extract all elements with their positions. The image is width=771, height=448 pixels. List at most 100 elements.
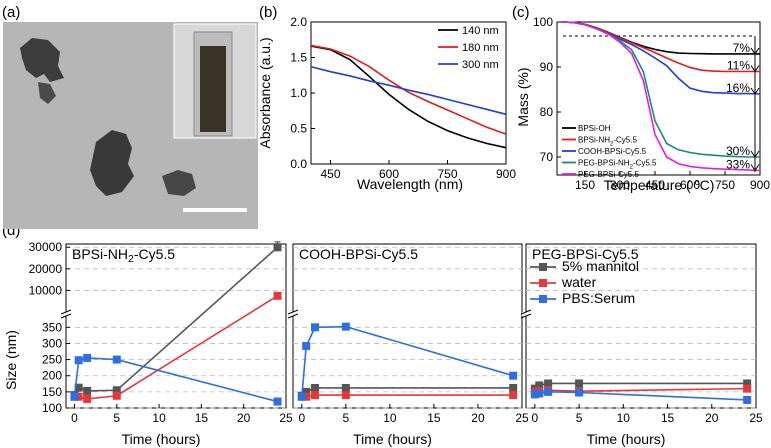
data-point <box>273 291 282 300</box>
x-tick-label: 25 <box>515 411 529 425</box>
subplot-title: BPSi-NH2-Cy5.5 <box>72 246 175 265</box>
legend-marker <box>539 263 547 271</box>
particle-cluster <box>20 38 64 82</box>
axis-break-mark <box>520 309 532 315</box>
x-tick-label: 750 <box>715 178 735 192</box>
y-axis-label: Mass (%) <box>515 67 531 126</box>
data-point <box>70 392 79 401</box>
data-point <box>575 388 584 397</box>
data-point <box>311 391 320 400</box>
data-point <box>509 371 518 380</box>
legend-label: PEG-BPSi-Cy5.5 <box>578 170 639 179</box>
series-line-180-nm <box>310 44 507 135</box>
series-line <box>534 382 748 390</box>
series-line-140-nm <box>310 45 507 149</box>
legend-label: 180 nm <box>462 42 499 54</box>
data-point <box>311 323 320 332</box>
y-tick-label: 150 <box>42 385 62 399</box>
data-point <box>273 397 282 406</box>
y-tick-label: 1.0 <box>290 86 307 100</box>
x-tick-label: 10 <box>152 411 166 425</box>
data-point <box>544 379 553 388</box>
legend-label-part: PEG-BPSi-NH <box>578 159 630 168</box>
data-point <box>302 342 311 351</box>
x-axis-label: Temperature ( oC) <box>604 177 715 193</box>
legend-marker <box>539 279 547 287</box>
legend-label-sub: 2 <box>610 142 614 148</box>
tem-micrograph <box>3 22 258 229</box>
particle-cluster <box>162 170 196 196</box>
data-point <box>509 391 518 400</box>
y-tick-label: 2.0 <box>290 15 307 29</box>
x-tick-label: 20 <box>471 411 485 425</box>
subplot-title-part: BPSi-NH <box>72 246 128 262</box>
absorbance-chart: 0.0 0.5 1.0 1.5 2.0 450 600 750 900 140 nm 180 n… <box>257 15 516 192</box>
series-line <box>561 21 761 172</box>
x-tick-label: 25 <box>279 411 293 425</box>
arrow-head <box>750 65 760 73</box>
axis-break-gap <box>289 312 299 316</box>
legend-label: BPSi-NH2-Cy5.5 <box>578 136 637 148</box>
data-point <box>530 390 539 399</box>
axis-break-gap <box>62 312 72 316</box>
data-point <box>83 394 92 403</box>
x-tick-label: 5 <box>576 411 583 425</box>
degree-sign: o <box>695 177 700 187</box>
data-point <box>341 322 350 331</box>
y-tick-label: 20000 <box>29 262 63 276</box>
x-axis-label-text: Temperature ( <box>604 177 691 193</box>
x-tick-label: 900 <box>750 178 770 192</box>
subplot-title-sub: 2 <box>128 253 134 265</box>
panel-label-a: (a) <box>2 4 20 21</box>
x-axis-label: Time (hours) <box>122 431 201 447</box>
series-line <box>301 325 514 397</box>
data-point <box>535 389 544 398</box>
unit-text: C) <box>700 177 715 193</box>
axis-break-mark <box>60 309 72 315</box>
subplot-frame <box>525 243 757 409</box>
legend-label-part: BPSi-NH <box>578 136 610 145</box>
data-point <box>302 392 311 401</box>
series-line <box>74 295 278 400</box>
legend-label-sub: 2 <box>630 165 634 171</box>
y-tick-label: 30000 <box>29 240 63 254</box>
x-tick-label: 450 <box>645 178 665 192</box>
x-tick-label: 450 <box>320 167 340 181</box>
axis-break-mark <box>60 313 72 319</box>
data-point <box>575 379 584 388</box>
panel-label-c: (c) <box>512 4 530 21</box>
data-point <box>74 392 83 401</box>
x-tick-label: 20 <box>237 411 251 425</box>
series-line-300-nm <box>310 65 507 116</box>
particle-cluster <box>90 130 134 196</box>
mass-loss-label: 16% <box>726 81 750 95</box>
legend-label-part: -Cy5.5 <box>633 159 657 168</box>
data-point <box>341 383 350 392</box>
mass-loss-label: 11% <box>727 59 750 73</box>
y-tick-label: 200 <box>42 369 62 383</box>
data-point <box>83 353 92 362</box>
y-tick-label: 1.5 <box>290 51 307 65</box>
y-tick-label: 100 <box>533 15 553 29</box>
x-tick-label: 900 <box>496 167 516 181</box>
plot-frame <box>556 21 761 176</box>
y-tick-label: 350 <box>42 320 62 334</box>
y-axis-label: Absorbance (a.u.) <box>257 37 273 148</box>
x-axis-label: Time (hours) <box>587 431 666 447</box>
data-point <box>112 355 121 364</box>
tga-chart: 70 80 90 100 150 300 450 600 750 900 7% 11% 16% 30%… <box>515 15 770 193</box>
legend-label: PBS:Serum <box>562 290 635 306</box>
y-tick-label: 80 <box>540 105 554 119</box>
x-tick-label: 0 <box>71 411 78 425</box>
x-axis-label: Wavelength (nm) <box>357 176 463 192</box>
legend-label: water <box>561 274 597 290</box>
x-tick-label: 0 <box>532 411 539 425</box>
arrow-head <box>750 87 760 95</box>
y-axis-label: Size (nm) <box>3 330 19 390</box>
x-axis-label: Time (hours) <box>353 431 432 447</box>
data-point <box>544 387 553 396</box>
subplot-frame <box>292 243 523 409</box>
y-tick-label: 0.0 <box>290 157 307 171</box>
